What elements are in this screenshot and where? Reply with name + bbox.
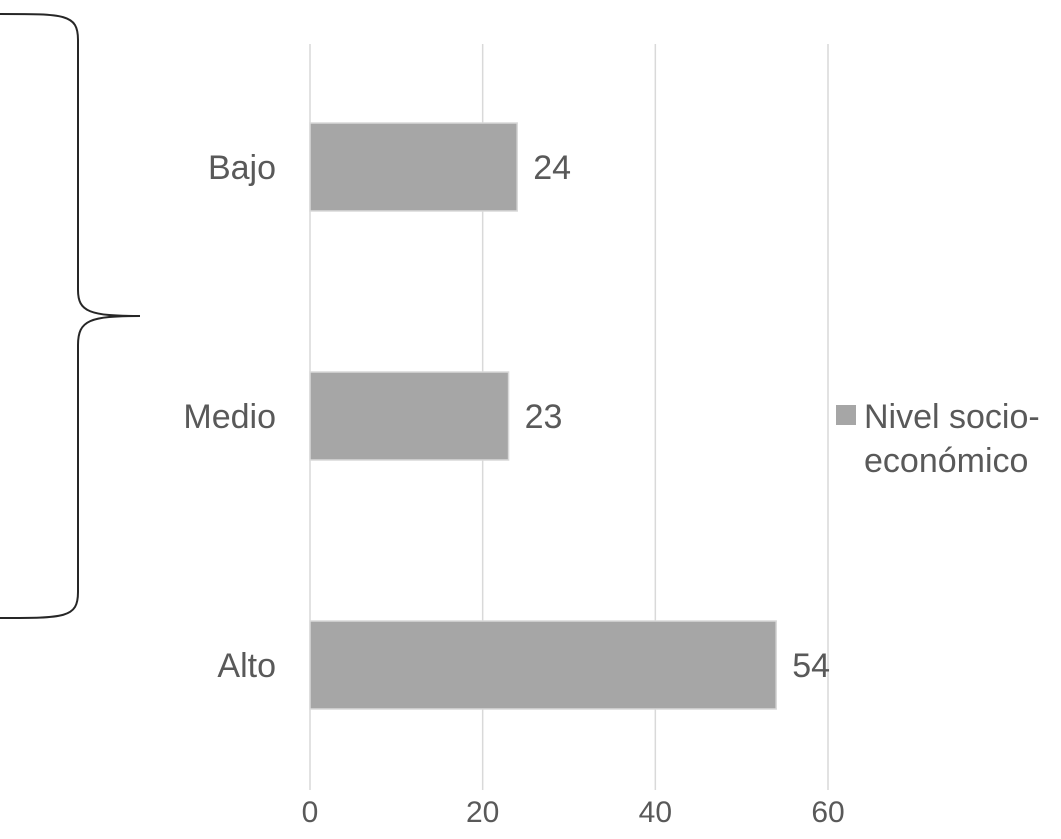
x-tick-label: 20 <box>466 796 499 829</box>
x-tick-label: 0 <box>302 796 319 829</box>
curly-bracket-icon <box>0 13 141 619</box>
bar <box>309 122 518 212</box>
bars <box>309 122 777 710</box>
legend-swatch <box>836 405 856 425</box>
data-label: 24 <box>533 149 571 187</box>
x-tick-label: 40 <box>639 796 672 829</box>
category-label: Bajo <box>208 149 276 187</box>
legend: Nivel socio-económico <box>836 398 1040 480</box>
legend-label-line-2: económico <box>864 442 1028 480</box>
category-label: Alto <box>217 647 276 685</box>
x-tick-label: 60 <box>811 796 844 829</box>
legend-label-line-1: Nivel socio- <box>864 398 1040 436</box>
data-label: 23 <box>525 398 563 436</box>
labels: 0 20 40 60 Bajo 24 Medio 23 Alto 54 <box>183 149 844 829</box>
bar <box>309 371 510 461</box>
curly-bracket-layer <box>0 13 141 619</box>
data-label: 54 <box>792 647 830 685</box>
category-label: Medio <box>183 398 276 436</box>
bar <box>309 620 777 710</box>
